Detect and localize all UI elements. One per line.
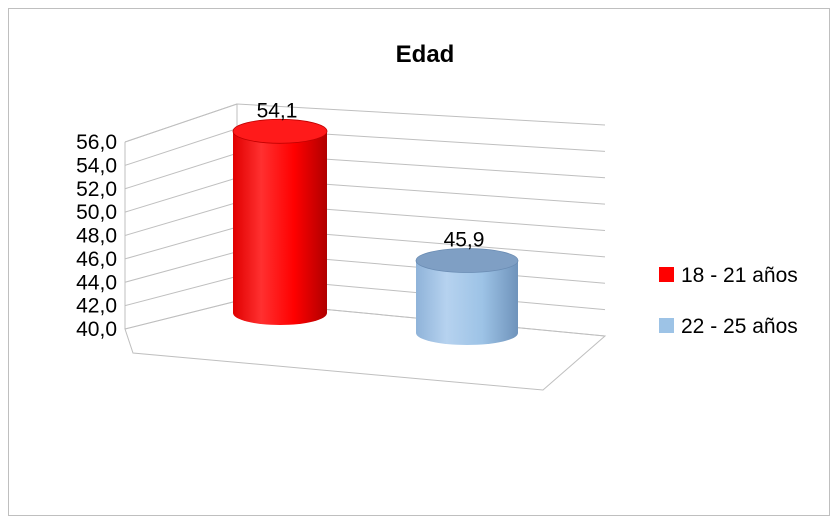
floor: [124, 300, 607, 391]
bar-top: [415, 248, 519, 273]
y-tick-label: 46,0: [76, 248, 117, 271]
legend-item: 18 - 21 años: [659, 264, 798, 287]
bar-body: [416, 260, 518, 345]
y-tick-label: 44,0: [76, 271, 117, 294]
bar-top: [232, 118, 328, 144]
gridline: [124, 201, 606, 236]
legend-item: 22 - 25 años: [659, 315, 798, 338]
y-tick-label: 54,0: [76, 154, 117, 177]
legend-label: 22 - 25 años: [681, 315, 798, 338]
chart-title: Edad: [396, 41, 455, 68]
gridline: [124, 251, 606, 284]
gridline: [124, 300, 606, 337]
bar-1: [232, 118, 328, 325]
y-tick-label: 52,0: [76, 178, 117, 201]
y-tick-label: 42,0: [76, 295, 117, 318]
legend-swatch: [659, 267, 674, 282]
y-tick-label: 50,0: [76, 201, 117, 224]
gridline: [124, 103, 606, 143]
gridlines: [124, 103, 606, 337]
y-tick-label: 48,0: [76, 225, 117, 248]
y-axis-ticks: 40,042,044,046,048,050,052,054,056,0: [76, 131, 117, 341]
gridline: [124, 152, 606, 190]
data-labels: 54,1 45,9: [257, 99, 485, 251]
bar-body: [233, 131, 327, 325]
data-label: 54,1: [257, 99, 298, 122]
gridline: [124, 128, 606, 166]
y-tick-label: 56,0: [76, 131, 117, 154]
gridline: [124, 275, 606, 311]
data-label: 45,9: [444, 229, 485, 252]
bars: [232, 118, 519, 345]
gridline: [124, 226, 606, 260]
gridline: [124, 177, 606, 213]
legend-swatch: [659, 318, 674, 333]
bar-2: [415, 248, 519, 345]
legend-label: 18 - 21 años: [681, 264, 798, 287]
legend: 18 - 21 años 22 - 25 años: [659, 264, 798, 338]
y-tick-label: 40,0: [76, 318, 117, 341]
